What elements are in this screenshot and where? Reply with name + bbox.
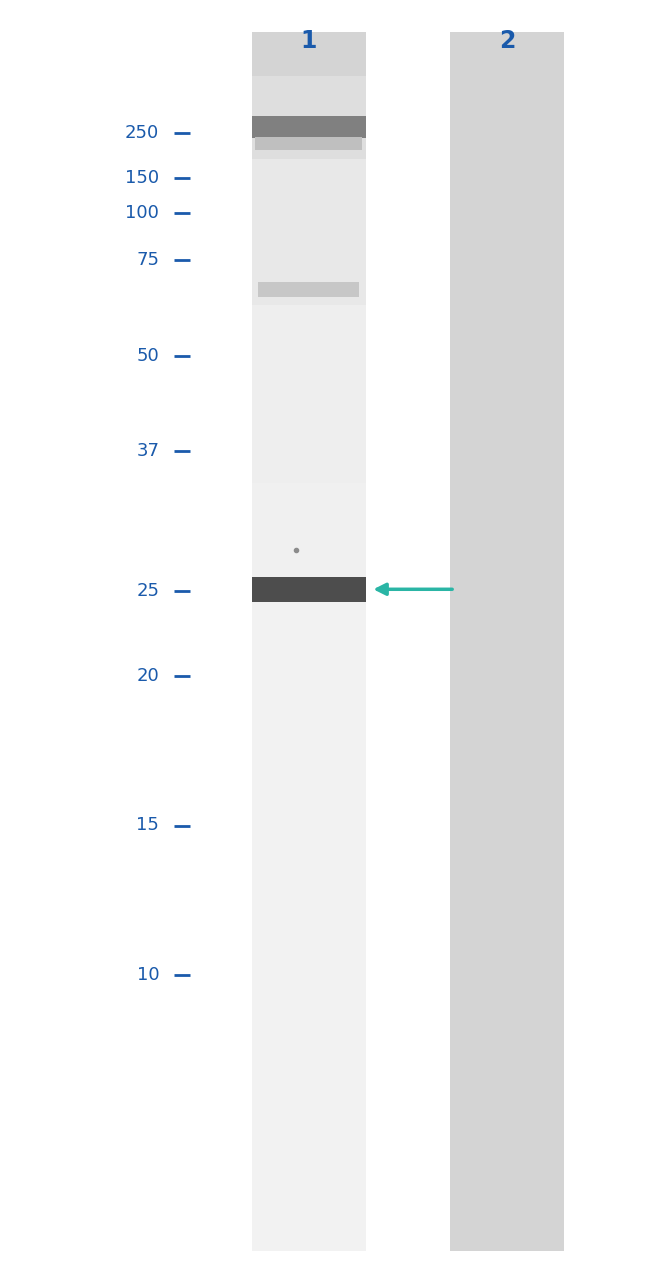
Text: 150: 150 [125, 169, 159, 187]
Text: 250: 250 [125, 124, 159, 142]
Bar [252, 483, 365, 610]
Bar [252, 610, 365, 1251]
Bar [252, 116, 365, 138]
Bar [259, 282, 359, 297]
Text: 2: 2 [499, 29, 515, 52]
Bar [450, 32, 564, 1251]
Text: 75: 75 [136, 251, 159, 269]
Text: 100: 100 [125, 204, 159, 222]
Bar [252, 577, 365, 602]
Text: 1: 1 [300, 29, 317, 52]
Bar [255, 137, 362, 150]
Text: 20: 20 [136, 667, 159, 685]
Text: 10: 10 [136, 966, 159, 984]
Bar [252, 76, 365, 159]
Text: 25: 25 [136, 582, 159, 599]
Bar [252, 32, 365, 1251]
Text: 50: 50 [136, 347, 159, 364]
Text: 37: 37 [136, 442, 159, 460]
Text: 15: 15 [136, 817, 159, 834]
Bar [252, 305, 365, 483]
Bar [252, 159, 365, 305]
